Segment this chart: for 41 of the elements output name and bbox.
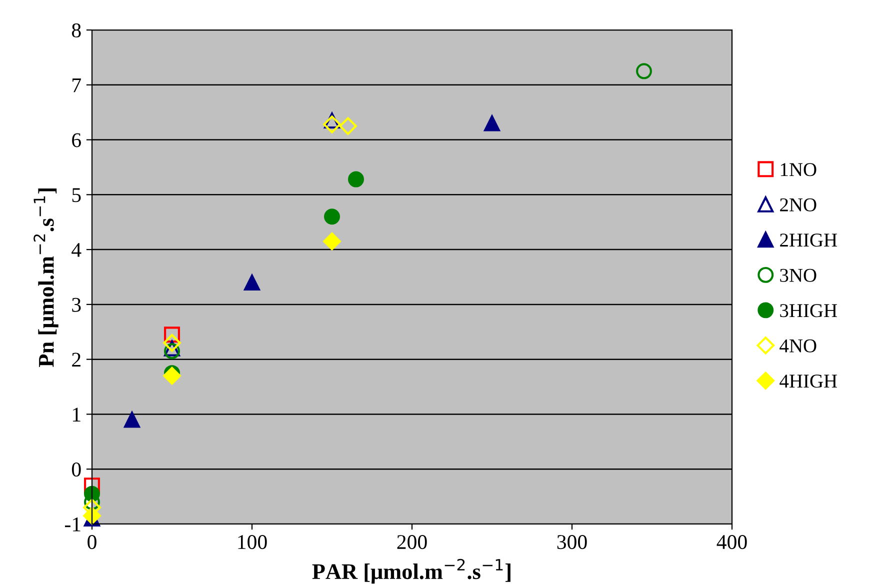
y-tick-label: 3 [72,298,81,312]
y-tick-label: 8 [72,23,81,38]
x-tick-label: 300 [557,535,587,550]
x-tick-label: 400 [716,535,747,550]
point [339,117,357,135]
point [244,274,260,290]
legend-label: 4NO [780,339,816,352]
x-axis-title: PAR [μmol.m$^{−2}$.s$^{−1}$] [312,558,510,584]
x-tick-label: 100 [238,535,267,550]
point [163,366,181,385]
y-tick-label: 5 [72,188,81,202]
legend-label: 2NO [780,198,816,212]
point [324,112,340,129]
point [636,63,652,80]
point [163,334,181,352]
point [484,115,500,132]
legend-label: 4HIGH [780,374,837,388]
legend-label: 1NO [780,163,816,176]
legend-label: 2HIGH [780,234,837,247]
point [348,171,364,188]
y-tick-label: 6 [72,133,81,148]
point [124,412,140,428]
point [83,506,101,525]
x-tick-label: 200 [397,535,427,550]
y-tick-label: -1 [65,517,80,532]
point [164,340,180,356]
point [324,208,340,225]
point [164,343,180,360]
point [323,232,341,250]
legend-label: 3NO [780,268,816,282]
x-tick-label: 0 [88,535,96,550]
legend-label: 3HIGH [780,304,837,318]
point [84,478,100,494]
y-tick-label: 4 [72,243,82,257]
y-tick-label: 2 [72,352,80,367]
y-axis-title: Pn [μmol.m$^{−2}$.s$^{−1}$] [34,188,58,367]
y-tick-label: 1 [73,408,80,422]
y-tick-label: 7 [72,78,81,92]
y-tick-label: 0 [72,462,81,477]
point [323,116,341,134]
point [164,326,180,343]
